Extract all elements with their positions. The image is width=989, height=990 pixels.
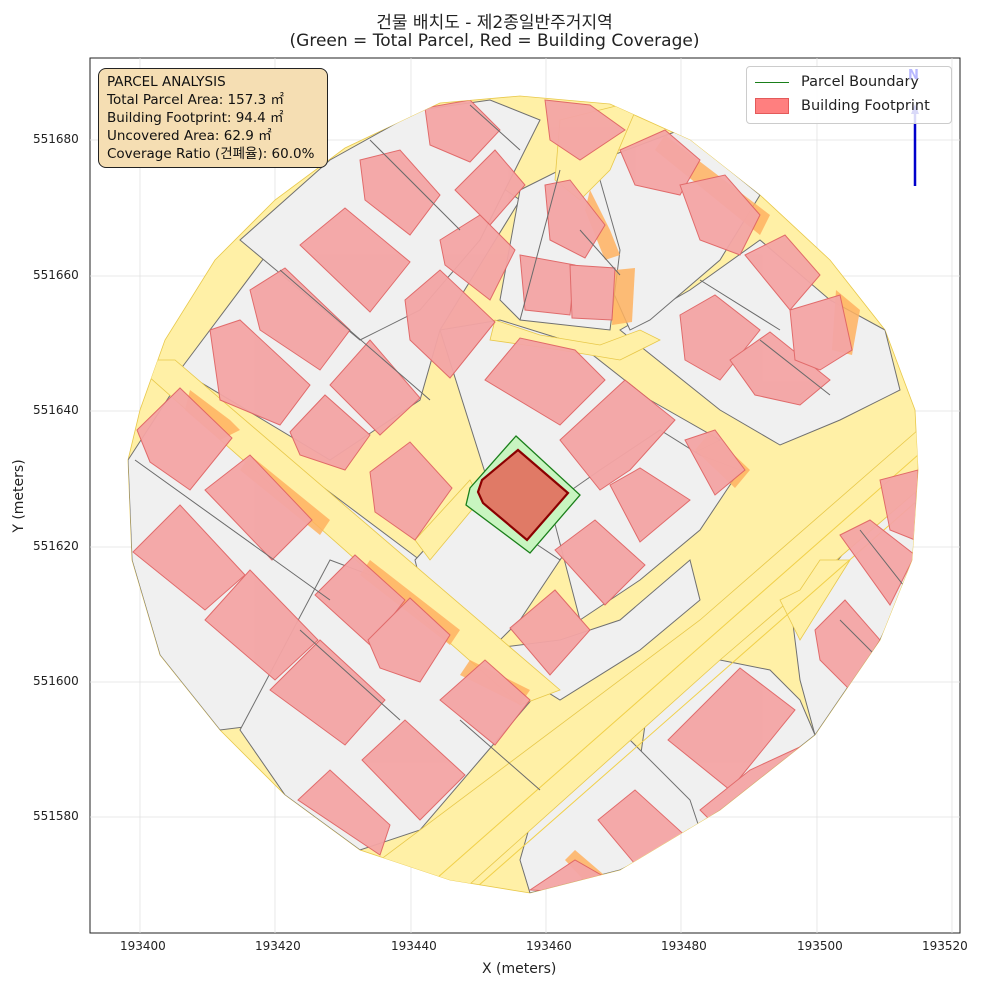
info-coverage: Coverage Ratio (건폐율): 60.0% [107, 146, 315, 162]
y-tick-label: 551600 [33, 674, 79, 688]
lot-divisions [134, 104, 916, 791]
building-footprints [132, 99, 918, 893]
info-footprint: Building Footprint: 94.4 ㎡ [107, 110, 284, 126]
x-tick-label: 193440 [391, 939, 437, 953]
road-centerlines [419, 454, 918, 893]
info-heading: PARCEL ANALYSIS [107, 74, 226, 90]
north-label: N [908, 68, 919, 83]
x-tick-label: 193520 [922, 939, 968, 953]
y-tick-label: 551660 [33, 268, 79, 282]
info-total-area: Total Parcel Area: 157.3 ㎡ [107, 92, 284, 108]
chart-title-line-2: (Green = Total Parcel, Red = Building Co… [289, 31, 700, 51]
info-uncovered: Uncovered Area: 62.9 ㎡ [107, 128, 272, 144]
legend-item-building: Building Footprint [755, 96, 930, 116]
legend-patch-swatch [755, 98, 789, 114]
legend-label-building: Building Footprint [801, 98, 930, 114]
y-axis-label: Y (meters) [11, 459, 27, 533]
parcel-analysis-box: PARCEL ANALYSIS Total Parcel Area: 157.3… [98, 68, 328, 168]
legend-item-parcel: Parcel Boundary [755, 72, 919, 92]
legend: Parcel Boundary Building Footprint [746, 66, 952, 124]
target-building [476, 448, 570, 542]
x-tick-label: 193460 [526, 939, 572, 953]
x-tick-label: 193400 [120, 939, 166, 953]
chart-title-line-1: 건물 배치도 - 제2종일반주거지역 [376, 13, 613, 33]
x-axis-label: X (meters) [482, 961, 557, 977]
y-tick-label: 551640 [33, 403, 79, 417]
legend-label-parcel: Parcel Boundary [801, 74, 919, 90]
y-tick-label: 551680 [33, 132, 79, 146]
legend-line-swatch [755, 81, 789, 83]
x-tick-label: 193480 [661, 939, 707, 953]
y-tick-label: 551580 [33, 809, 79, 823]
y-tick-label: 551620 [33, 539, 79, 553]
x-tick-label: 193500 [797, 939, 843, 953]
x-tick-label: 193420 [255, 939, 301, 953]
